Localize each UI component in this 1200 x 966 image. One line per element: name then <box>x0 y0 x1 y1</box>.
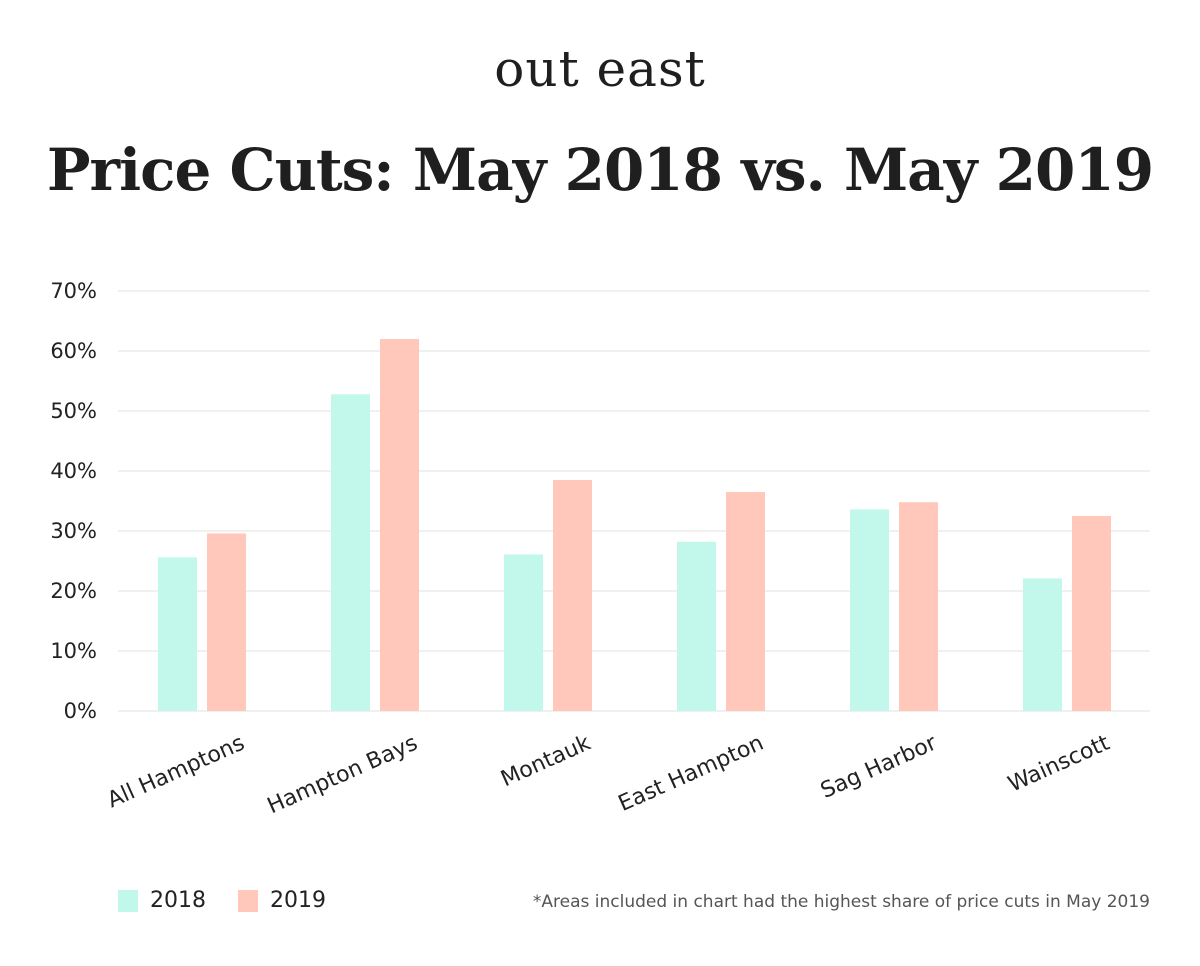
bar-2018-east-hampton <box>677 541 716 711</box>
y-tick-label: 50% <box>50 399 97 423</box>
bar-2018-montauk <box>504 554 543 711</box>
bar-2019-wainscott <box>1072 516 1111 711</box>
bar-2019-all-hamptons <box>207 533 246 711</box>
y-tick-label: 20% <box>50 579 97 603</box>
bar-2018-wainscott <box>1023 578 1062 711</box>
legend-item-2019: 2019 <box>238 888 326 913</box>
legend-swatch-2018 <box>118 889 138 912</box>
bar-2018-hampton-bays <box>331 394 370 711</box>
legend-item-2018: 2018 <box>118 888 206 913</box>
x-tick-label: Sag Harbor <box>817 730 941 804</box>
y-tick-label: 60% <box>50 339 97 363</box>
brand-logo-text: out east <box>494 40 706 98</box>
chart-title: Price Cuts: May 2018 vs. May 2019 <box>46 136 1154 204</box>
y-tick-label: 40% <box>50 459 97 483</box>
legend: 2018 2019 <box>118 888 358 913</box>
x-tick-label: All Hamptons <box>104 731 249 814</box>
y-tick-label: 0% <box>64 699 97 723</box>
legend-label-2019: 2019 <box>270 888 326 913</box>
bar-2019-east-hampton <box>726 492 765 711</box>
x-tick-label: Hampton Bays <box>264 731 422 820</box>
y-tick-label: 10% <box>50 639 97 663</box>
legend-label-2018: 2018 <box>150 888 206 913</box>
bar-2018-sag-harbor <box>850 509 889 711</box>
x-tick-label: East Hampton <box>615 731 768 817</box>
footnote: *Areas included in chart had the highest… <box>532 892 1150 912</box>
y-tick-label: 30% <box>50 519 97 543</box>
bar-2019-montauk <box>553 480 592 711</box>
x-tick-label: Montauk <box>497 731 594 793</box>
y-tick-label: 70% <box>50 279 97 303</box>
x-tick-label: Wainscott <box>1004 730 1113 797</box>
bar-2019-sag-harbor <box>899 502 938 711</box>
legend-swatch-2019 <box>238 889 258 912</box>
bar-2018-all-hamptons <box>158 557 197 711</box>
bar-2019-hampton-bays <box>380 339 419 711</box>
